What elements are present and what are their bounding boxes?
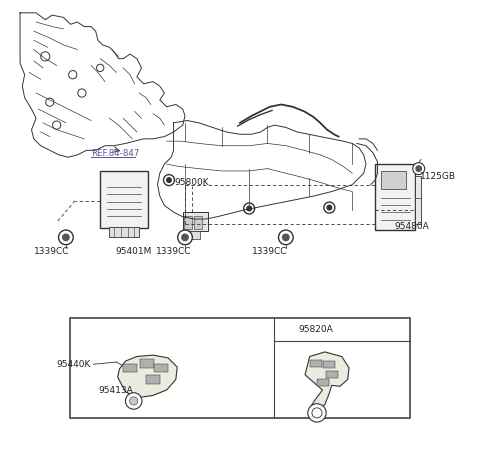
Polygon shape (118, 355, 177, 398)
Circle shape (78, 89, 86, 97)
Bar (194, 216, 203, 229)
Circle shape (41, 52, 50, 61)
Circle shape (164, 175, 174, 186)
Circle shape (182, 234, 188, 241)
Circle shape (247, 206, 252, 211)
Circle shape (244, 203, 255, 214)
Text: 95413A: 95413A (98, 386, 133, 396)
Bar (109, 227, 139, 237)
Circle shape (59, 230, 73, 245)
Circle shape (312, 408, 322, 418)
Circle shape (46, 98, 54, 106)
Circle shape (327, 205, 332, 210)
Bar (375, 164, 416, 230)
Bar (71, 318, 409, 419)
Circle shape (178, 230, 192, 245)
Text: 1125GB: 1125GB (420, 172, 456, 181)
Bar (310, 360, 322, 366)
Bar (140, 359, 154, 367)
Bar (100, 171, 148, 228)
Polygon shape (305, 352, 349, 412)
Text: REF.84-847: REF.84-847 (91, 149, 140, 159)
Bar (123, 364, 137, 372)
Text: 1339CC: 1339CC (156, 247, 192, 255)
Circle shape (167, 178, 171, 183)
Text: 95800K: 95800K (175, 178, 209, 187)
Circle shape (130, 397, 138, 405)
Bar (416, 176, 421, 224)
Bar (146, 375, 160, 384)
Circle shape (308, 404, 326, 422)
Circle shape (416, 166, 421, 171)
Circle shape (125, 393, 142, 409)
Text: 95401M: 95401M (116, 247, 152, 255)
Bar (185, 231, 200, 239)
Bar (154, 364, 168, 372)
Bar (184, 216, 192, 229)
Bar (326, 371, 337, 378)
Text: 95440K: 95440K (57, 360, 91, 369)
Circle shape (63, 234, 69, 241)
Text: 1339CC: 1339CC (252, 247, 288, 255)
Bar (324, 361, 336, 367)
Text: 95480A: 95480A (395, 222, 429, 231)
Circle shape (278, 230, 293, 245)
Circle shape (413, 163, 425, 175)
Bar (317, 379, 329, 386)
Circle shape (324, 202, 335, 213)
Circle shape (53, 121, 61, 129)
Text: 95820A: 95820A (298, 325, 333, 333)
Bar (381, 171, 407, 189)
Circle shape (283, 234, 289, 241)
Bar (183, 212, 208, 231)
Circle shape (96, 64, 104, 71)
Circle shape (69, 71, 77, 79)
Text: 1339CC: 1339CC (35, 247, 70, 255)
